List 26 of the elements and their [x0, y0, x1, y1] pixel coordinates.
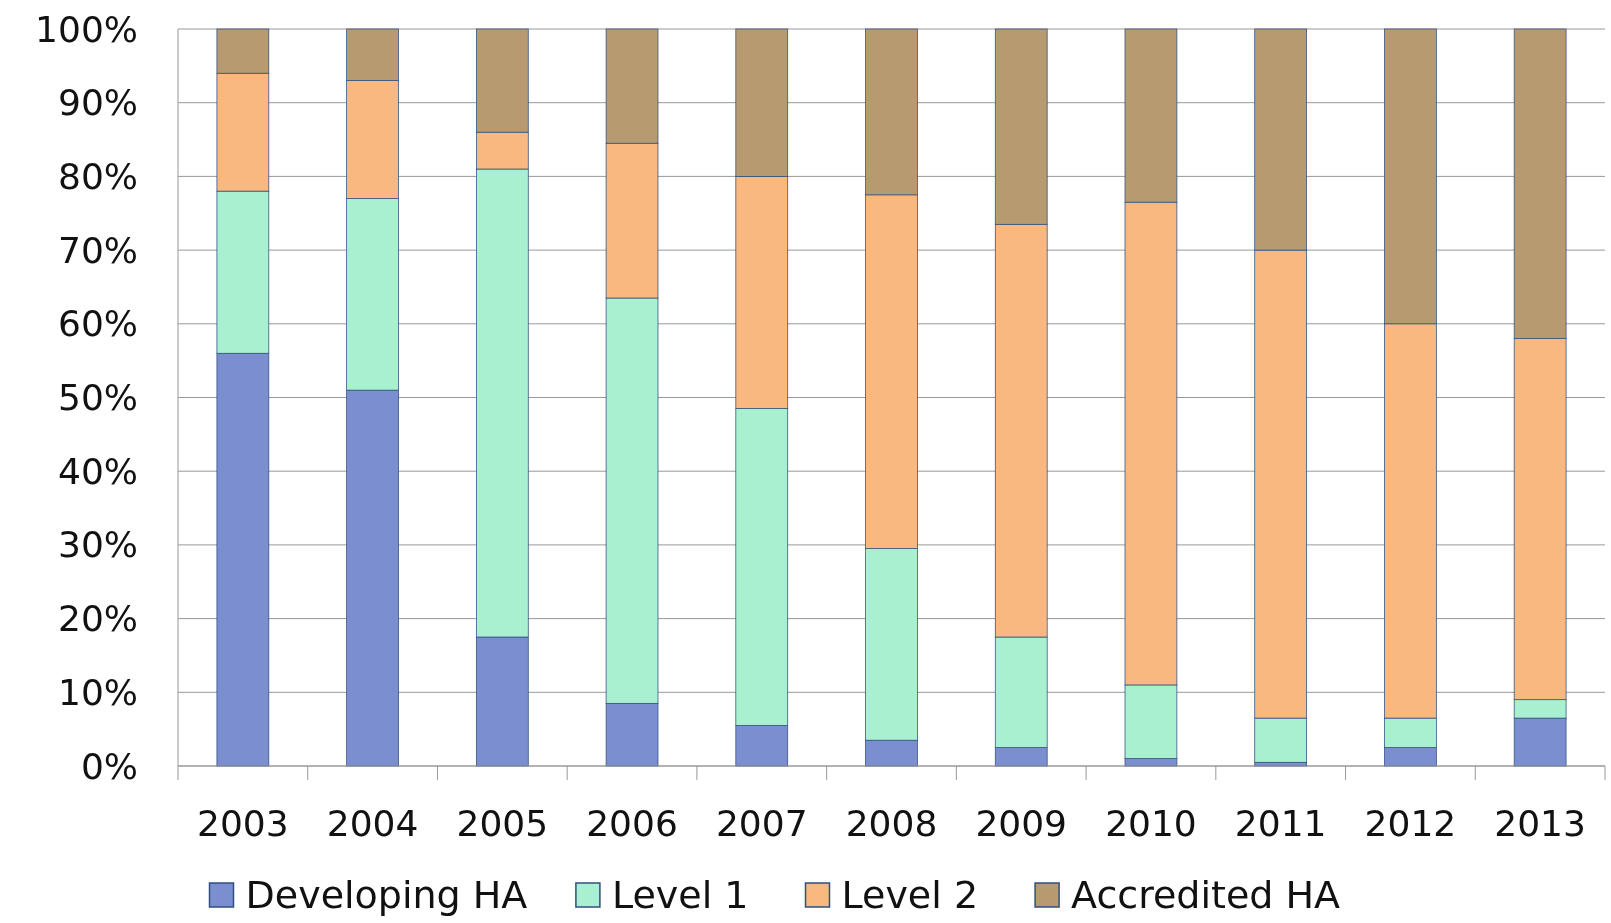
y-tick-label: 100% — [35, 8, 138, 50]
x-tick-label: 2005 — [456, 802, 549, 844]
legend-label: Accredited HA — [1071, 873, 1341, 917]
x-tick-label: 2009 — [975, 802, 1068, 844]
x-tick-label: 2006 — [586, 802, 678, 844]
y-tick-label: 70% — [57, 229, 138, 271]
x-tick-label: 2012 — [1364, 802, 1457, 844]
y-tick-label: 10% — [57, 671, 138, 713]
y-tick-label: 60% — [57, 303, 138, 345]
legend-label: Level 1 — [611, 873, 749, 917]
x-tick-label: 2013 — [1494, 802, 1586, 844]
x-tick-label: 2011 — [1234, 802, 1327, 844]
y-tick-label: 30% — [57, 524, 138, 566]
y-tick-label: 50% — [57, 377, 138, 418]
x-tick-label: 2004 — [326, 802, 419, 844]
y-tick-label: 40% — [57, 450, 138, 492]
y-tick-label: 0% — [80, 745, 138, 787]
legend-label: Developing HA — [245, 873, 528, 917]
x-tick-label: 2010 — [1105, 802, 1197, 844]
legend-label: Level 2 — [841, 873, 979, 917]
y-tick-label: 20% — [57, 598, 138, 640]
x-tick-label: 2003 — [197, 802, 289, 844]
y-tick-label: 90% — [57, 82, 138, 124]
x-tick-label: 2008 — [845, 802, 938, 844]
y-tick-label: 80% — [57, 155, 138, 197]
x-tick-label: 2007 — [715, 802, 808, 844]
